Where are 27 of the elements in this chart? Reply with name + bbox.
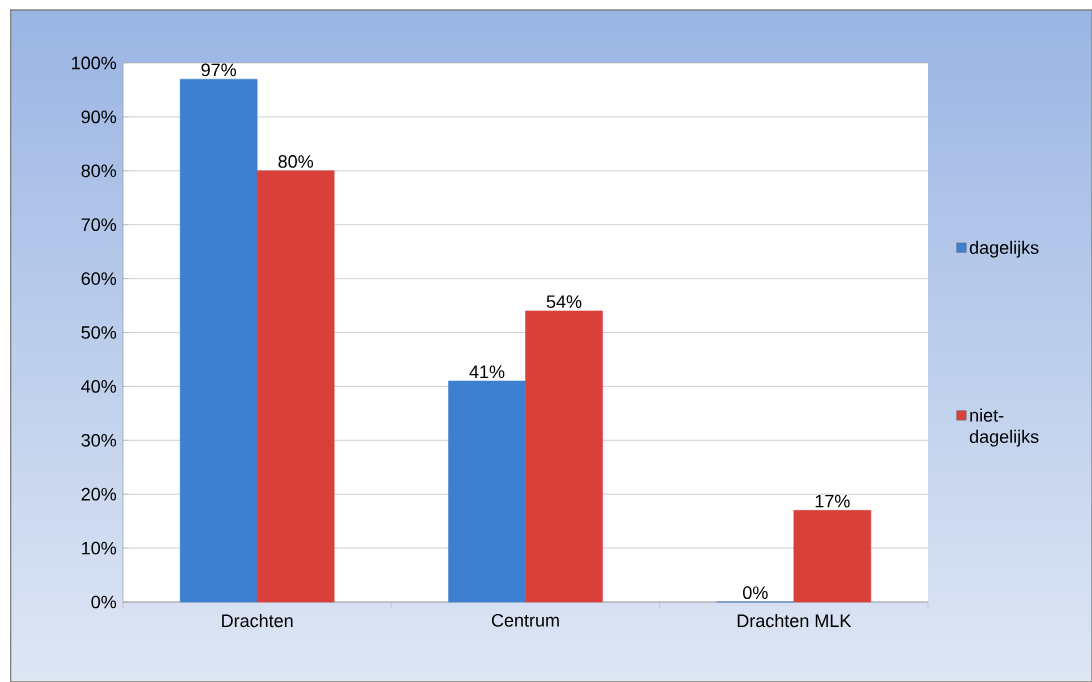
data-label: 41%	[469, 365, 505, 379]
legend-label: niet-dagelijks	[969, 408, 1039, 447]
data-label: 54%	[546, 295, 582, 308]
bar	[256, 170, 335, 603]
bar	[525, 310, 603, 603]
data-label: 17%	[815, 494, 850, 508]
bar	[793, 510, 872, 603]
y-tick-label: 70%	[81, 218, 117, 232]
y-tick-label: 30%	[81, 433, 117, 447]
data-label: 0%	[743, 586, 768, 600]
x-tick-label: Drachten MLK	[737, 613, 852, 628]
y-tick-label: 0%	[91, 595, 117, 609]
data-label: 97%	[201, 63, 237, 77]
x-tick-label: Drachten	[222, 613, 293, 628]
data-label: 80%	[278, 155, 314, 168]
y-tick-label: 80%	[81, 164, 117, 178]
y-tick-label: 40%	[81, 380, 117, 393]
bar	[448, 380, 526, 603]
legend-label: dagelijks	[969, 240, 1039, 258]
y-tick-label: 60%	[81, 272, 117, 285]
x-tick-label: Centrum	[491, 613, 559, 627]
y-tick-label: 50%	[81, 326, 117, 339]
y-tick-label: 100%	[72, 56, 117, 70]
bar	[179, 78, 258, 603]
y-tick-label: 90%	[81, 110, 117, 124]
y-tick-label: 10%	[82, 541, 117, 555]
y-tick-label: 20%	[81, 487, 117, 501]
